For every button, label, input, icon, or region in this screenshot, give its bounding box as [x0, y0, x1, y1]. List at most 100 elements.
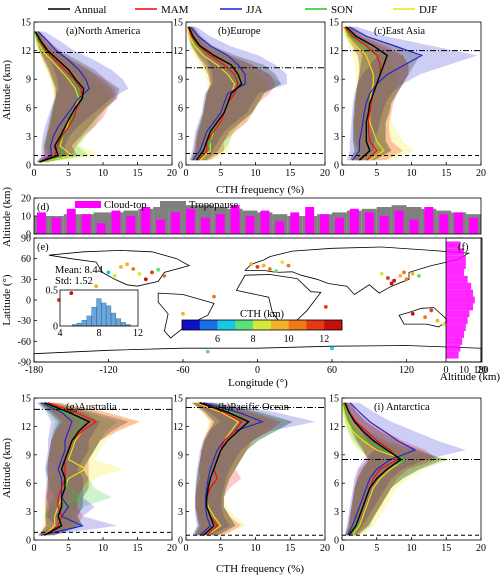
axis-labels: Altitude (km) CTH frequency (%) Altitude… [1, 60, 500, 575]
hist-x-tick-label: 4 [58, 328, 63, 339]
panel-e-map: -180 -120 -60 0 60 120 180-90-60-300306090(e)M… [18, 234, 489, 377]
y-tick-label: 90 [21, 234, 31, 245]
y-tick-label: 12 [329, 46, 339, 57]
cloud-top-bar [171, 212, 181, 234]
cth-point [94, 284, 98, 289]
cth-point [423, 315, 427, 320]
y-tick-label: 0 [334, 161, 339, 172]
cth-point [429, 308, 434, 313]
series-son [34, 31, 82, 163]
series-mam [187, 26, 239, 161]
yaxis-label-bottom: Altitude (km) [1, 438, 13, 499]
f-xlabel: Altitude (km) [440, 371, 500, 383]
cth-point [125, 262, 129, 267]
histogram-frame [59, 289, 139, 327]
cloud-top-bar [215, 214, 225, 234]
panel-title: (a)North America [66, 26, 141, 37]
latitude-bar [446, 337, 463, 345]
cth-point [402, 270, 406, 275]
x-tick-label: 5 [218, 543, 223, 554]
y-tick-label: 30 [21, 275, 31, 286]
cloud-top-bar [66, 208, 76, 234]
yaxis-label-top: Altitude (km) [1, 60, 13, 121]
xaxis-label-bottom: CTH frequency (%) [216, 563, 304, 575]
x-tick-label: 10 [98, 543, 108, 554]
x-tick-label: 10 [251, 168, 261, 179]
y-tick-label: 9 [334, 450, 339, 461]
y-tick-label: 15 [173, 18, 183, 29]
hist-y-tick-label: 0.5 [46, 286, 59, 297]
series-annual [188, 26, 243, 161]
band-djf [190, 402, 276, 536]
y-tick-label: 15 [21, 18, 31, 29]
y-tick-label: -60 [18, 337, 31, 348]
series-jja [189, 26, 246, 161]
panel-a: 0 5 10 15 20 0 3 6 9 12 15 (a)North America [21, 18, 177, 180]
latitude-bar [446, 248, 464, 256]
y-tick-label: 15 [329, 394, 339, 405]
cloud-top-bar [260, 210, 270, 234]
legend-label-jja: JJA [246, 4, 263, 16]
colorbar-segment [217, 320, 236, 330]
y-tick-label: 6 [26, 479, 31, 490]
latitude-bar [446, 317, 468, 325]
cth-point [143, 277, 148, 282]
colorbar-segment [253, 320, 272, 330]
legend-cloud-swatch [75, 201, 101, 208]
cloud-top-bar [200, 217, 210, 234]
x-tick-label: 15 [441, 543, 451, 554]
cloud-top-bar [81, 214, 91, 234]
series-djf [342, 26, 385, 161]
y-tick-label: 6 [178, 479, 183, 490]
cloud-top-bar [424, 207, 434, 234]
y-tick-label: 9 [178, 450, 183, 461]
hist-x-tick-label: 8 [97, 328, 102, 339]
colorbar-tick-label: 8 [251, 334, 256, 345]
panel-h-plot [186, 402, 325, 536]
y-tick-label: -90 [18, 358, 31, 369]
y-tick-label: 10 [21, 212, 31, 223]
x-tick-label: 10 [407, 543, 417, 554]
colorbar-tick-label: 12 [319, 334, 329, 345]
series-jja [348, 26, 424, 161]
cth-point [69, 291, 74, 295]
series-jja [40, 402, 84, 536]
colorbar-segment [288, 320, 307, 330]
latitude-bar [446, 269, 464, 276]
x-tick-label: 20 [476, 168, 486, 179]
cth-point [379, 271, 384, 276]
band-jja [187, 26, 287, 161]
y-tick-label: 60 [21, 254, 31, 265]
x-tick-label: 0 [340, 168, 345, 179]
panel-f-title: (f) [458, 242, 469, 253]
series-jja [199, 402, 265, 536]
cloud-top-bar [141, 207, 151, 234]
panel-f-frame [445, 237, 483, 363]
y-tick-label: 3 [334, 507, 339, 518]
x-tick-label: 15 [441, 168, 451, 179]
latitude-bar [446, 262, 466, 269]
cloud-top-bar [230, 205, 240, 234]
latitude-bar [446, 331, 464, 338]
xaxis-label-top: CTH frequency (%) [216, 184, 304, 196]
x-tick-label: 0 [444, 365, 449, 376]
panel-b: 0 5 10 15 20 0 3 6 9 12 15 (b)Europe [173, 18, 330, 180]
histogram-bar [76, 322, 82, 327]
legend-cloud-label: Cloud-top [104, 200, 147, 211]
x-tick-label: 5 [374, 543, 379, 554]
x-tick-label: 5 [66, 168, 71, 179]
y-tick-label: 0 [334, 536, 339, 547]
panel-d-cloud-top-bars: 0 10 20 (d) Cloud-top Tropopause [21, 194, 482, 241]
legend-label-mam: MAM [161, 4, 189, 16]
y-tick-label: 0 [178, 161, 183, 172]
series-mam [44, 402, 98, 536]
panel-i: 0 5 10 15 20 0 3 6 9 12 15 (i) Antarctica [329, 394, 486, 555]
cth-point [435, 318, 440, 323]
latitude-bar [446, 296, 475, 304]
cth-point [106, 270, 111, 275]
cth-point [156, 267, 161, 272]
cloud-top-bar [349, 208, 359, 234]
legend-label-annual: Annual [74, 4, 106, 16]
histogram-bar [115, 318, 121, 327]
